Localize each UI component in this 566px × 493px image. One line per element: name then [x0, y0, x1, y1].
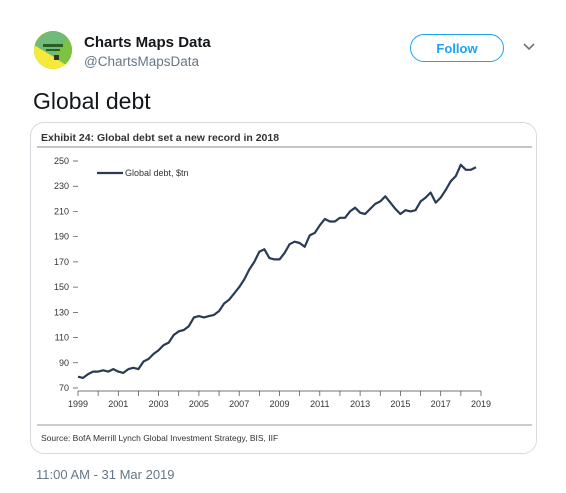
series-layer — [77, 163, 477, 379]
avatar[interactable] — [34, 31, 72, 69]
tweet-text: Global debt — [33, 88, 151, 114]
chevron-down-icon[interactable] — [520, 38, 538, 56]
y-tick-label: 130 — [54, 307, 69, 317]
x-tick-label: 2001 — [108, 399, 128, 409]
y-tick-label: 150 — [54, 282, 69, 292]
legend-label: Global debt, $tn — [125, 168, 189, 178]
chart-title: Exhibit 24: Global debt set a new record… — [41, 132, 279, 144]
author-display-name[interactable]: Charts Maps Data — [84, 34, 211, 51]
legend: Global debt, $tn — [97, 168, 189, 178]
x-tick-label: 2019 — [471, 399, 491, 409]
y-axis: 70 90 110 130 150 170 190 210 230 250 — [54, 156, 78, 393]
x-tick-label: 1999 — [68, 399, 88, 409]
y-tick-label: 210 — [54, 206, 69, 216]
x-tick-label: 2017 — [431, 399, 451, 409]
y-tick-label: 110 — [55, 333, 69, 343]
debt-chart: Exhibit 24: Global debt set a new record… — [37, 132, 532, 443]
charts-maps-data-logo-icon — [34, 31, 72, 69]
x-tick-label: 2003 — [149, 399, 169, 409]
x-tick-label: 2013 — [350, 399, 370, 409]
y-tick-label: 250 — [54, 156, 69, 166]
chart-source: Source: BofA Merrill Lynch Global Invest… — [41, 433, 278, 443]
follow-button[interactable]: Follow — [410, 34, 504, 62]
x-tick-label: 2007 — [229, 399, 249, 409]
y-tick-label: 90 — [59, 358, 69, 368]
x-tick-label: 2011 — [310, 399, 329, 409]
x-tick-label: 2009 — [269, 399, 289, 409]
tweet-timestamp[interactable]: 11:00 AM - 31 Mar 2019 — [36, 467, 175, 482]
series-line-global-debt — [77, 163, 477, 379]
author-handle[interactable]: @ChartsMapsData — [84, 54, 199, 69]
y-tick-label: 230 — [54, 181, 69, 191]
y-tick-label: 70 — [59, 383, 69, 393]
y-tick-label: 190 — [54, 232, 69, 242]
y-tick-label: 170 — [54, 257, 69, 267]
chart-image[interactable]: Exhibit 24: Global debt set a new record… — [30, 122, 537, 454]
x-axis: 1999 2001 2003 2005 2007 2009 2011 2013 2015 2017… — [68, 390, 491, 409]
x-tick-label: 2015 — [390, 399, 410, 409]
x-tick-label: 2005 — [189, 399, 209, 409]
